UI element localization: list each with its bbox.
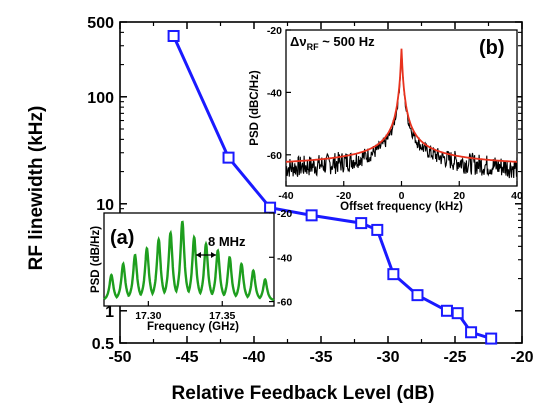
inset-a-x-tick-label: 17.30: [135, 310, 161, 322]
inset-a-panel-label: (a): [110, 227, 134, 249]
inset-a: 17.30 17.35 -20 -40 -60 Frequency (GHz) PSD (d…: [90, 208, 292, 333]
x-tick-label: -20: [510, 349, 533, 366]
inset-b-y-tick-label: -40: [267, 87, 282, 99]
data-point: [371, 223, 384, 236]
data-point: [485, 332, 498, 345]
inset-a-y-tick-label: -60: [277, 297, 292, 309]
y-tick-label: 0.5: [92, 336, 114, 353]
inset-b-y-tick-label: -60: [267, 150, 282, 162]
y-tick-label: 500: [87, 15, 114, 32]
inset-b-x-tick-label: 20: [453, 190, 465, 202]
inset-b-x-label: Offset frequency (kHz): [340, 201, 463, 213]
inset-b-x-tick-label: 40: [511, 190, 523, 202]
inset-b-panel-label: (b): [479, 37, 505, 59]
data-point: [305, 209, 318, 222]
inset-b-fit-trace: [286, 48, 517, 163]
inset-a-arrow-right: [211, 252, 216, 258]
data-point: [264, 201, 277, 214]
x-tick-label: -40: [242, 349, 265, 366]
inset-b-x-tick-label: 0: [399, 190, 405, 202]
y-axis-label: RF linewidth (kHz): [26, 106, 47, 271]
data-point: [222, 151, 235, 164]
data-point: [440, 304, 453, 317]
x-axis-label: Relative Feedback Level (dB): [172, 383, 435, 404]
data-point: [167, 29, 180, 42]
data-point: [355, 217, 368, 230]
inset-a-arrow-left: [196, 252, 201, 258]
data-point: [465, 326, 478, 339]
x-tick-label: -50: [108, 349, 131, 366]
inset-b-y-tick-label: -20: [267, 25, 282, 37]
inset-a-y-label: PSD (dB/Hz): [90, 226, 102, 293]
inset-a-y-tick-label: -20: [277, 208, 292, 220]
inset-b-x-tick-label: -20: [336, 190, 351, 202]
data-point: [387, 268, 400, 281]
inset-a-annotation: 8 MHz: [208, 234, 246, 249]
main-series-layer: [167, 29, 498, 345]
inset-a-x-tick-label: 17.35: [209, 310, 235, 322]
x-tick-label: -30: [376, 349, 399, 366]
y-tick-label: 10: [96, 197, 114, 214]
inset-b-annotation-subscript: RF: [307, 42, 319, 52]
main-plot-area: -50 -45 -40 -35 -30 -25 -20 0.5 1 10 100 500: [87, 15, 533, 366]
inset-b: -40 -20 0 20 40 -20 -40 -60 Offset frequency (kH…: [249, 25, 523, 213]
inset-b-x-tick-label: -40: [278, 190, 293, 202]
data-point: [451, 307, 464, 320]
x-tick-label: -45: [175, 349, 198, 366]
inset-b-annotation-value: ~ 500 Hz: [319, 34, 376, 49]
inset-a-spectrum: [103, 220, 275, 302]
inset-a-y-tick-label: -40: [277, 252, 292, 264]
inset-a-x-label: Frequency (GHz): [147, 321, 239, 333]
x-tick-label: -35: [309, 349, 332, 366]
inset-b-y-label: PSD (dBC/Hz): [249, 70, 261, 146]
x-tick-label: -25: [443, 349, 466, 366]
y-tick-label: 1: [105, 304, 114, 321]
y-tick-label: 100: [87, 90, 114, 107]
data-point: [411, 289, 424, 302]
